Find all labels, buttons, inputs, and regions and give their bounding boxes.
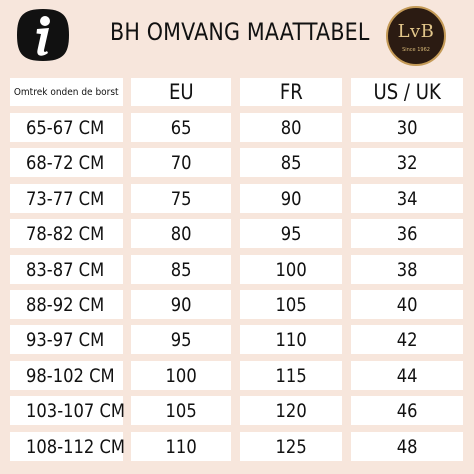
table-cell: 48 — [351, 432, 463, 461]
column-header: Omtrek onden de borst — [10, 78, 123, 106]
table-cell-text: 65 — [170, 116, 192, 139]
table-cell: 100 — [131, 361, 231, 390]
table-cell: 46 — [351, 396, 463, 425]
row-label-cell: 65-67 CM — [10, 113, 123, 142]
table-cell-text: 34 — [396, 187, 418, 210]
table-cell-text: 110 — [275, 328, 307, 351]
table-cell: 36 — [351, 219, 463, 248]
table-cell: 105 — [131, 396, 231, 425]
row-label-cell: 78-82 CM — [10, 219, 123, 248]
table-cell: 125 — [240, 432, 342, 461]
brand-logo: LvB Since 1962 — [386, 6, 446, 66]
table-cell: 34 — [351, 184, 463, 213]
table-cell-text: 44 — [396, 364, 418, 387]
table-cell-text: 100 — [275, 258, 307, 281]
column-header-text: US / UK — [373, 80, 441, 104]
row-label-cell: 98-102 CM — [10, 361, 123, 390]
column-header: EU — [131, 78, 231, 106]
row-label-cell: 73-77 CM — [10, 184, 123, 213]
table-cell: 120 — [240, 396, 342, 425]
table-cell-text: 90 — [280, 187, 302, 210]
table-cell-text: 105 — [165, 399, 197, 422]
table-cell-text: 38 — [396, 258, 418, 281]
table-cell: 85 — [240, 148, 342, 177]
table-cell: 110 — [131, 432, 231, 461]
table-cell-text: 32 — [396, 151, 418, 174]
table-cell: 105 — [240, 290, 342, 319]
table-cell-text: 40 — [396, 293, 418, 316]
table-cell: 95 — [240, 219, 342, 248]
table-cell-text: 48 — [396, 435, 418, 458]
table-cell-text: 115 — [275, 364, 307, 387]
column-header: FR — [240, 78, 342, 106]
table-cell-text: 46 — [396, 399, 418, 422]
table-cell: 30 — [351, 113, 463, 142]
table-cell: 38 — [351, 255, 463, 284]
row-label-cell-text: 88-92 CM — [26, 293, 105, 316]
row-label-cell: 93-97 CM — [10, 325, 123, 354]
table-cell: 90 — [240, 184, 342, 213]
table-cell: 80 — [240, 113, 342, 142]
table-cell-text: 30 — [396, 116, 418, 139]
row-label-cell: 68-72 CM — [10, 148, 123, 177]
table-cell-text: 70 — [170, 151, 192, 174]
row-label-cell-text: 73-77 CM — [26, 187, 105, 210]
table-cell: 110 — [240, 325, 342, 354]
table-cell: 70 — [131, 148, 231, 177]
header: BH OMVANG MAATTABEL LvB Since 1962 — [0, 0, 474, 72]
logo-tagline: Since 1962 — [402, 47, 430, 53]
row-label-cell: 88-92 CM — [10, 290, 123, 319]
row-label-cell: 103-107 CM — [10, 396, 125, 425]
row-label-cell-text: 78-82 CM — [26, 222, 105, 245]
table-cell-text: 85 — [170, 258, 192, 281]
table-cell-text: 42 — [396, 328, 418, 351]
table-cell: 75 — [131, 184, 231, 213]
table-cell-text: 75 — [170, 187, 192, 210]
row-label-cell-text: 103-107 CM — [26, 399, 125, 422]
logo-text: LvB — [397, 21, 435, 42]
table-cell-text: 36 — [396, 222, 418, 245]
table-cell-text: 85 — [280, 151, 302, 174]
row-label-cell: 83-87 CM — [10, 255, 123, 284]
row-label-cell-text: 98-102 CM — [26, 364, 115, 387]
table-cell-text: 110 — [165, 435, 197, 458]
table-cell: 85 — [131, 255, 231, 284]
column-header: US / UK — [351, 78, 463, 106]
table-cell: 80 — [131, 219, 231, 248]
table-cell: 42 — [351, 325, 463, 354]
table-cell: 32 — [351, 148, 463, 177]
table-cell: 44 — [351, 361, 463, 390]
table-cell-text: 80 — [170, 222, 192, 245]
row-label-cell-text: 83-87 CM — [26, 258, 105, 281]
column-header-text: FR — [279, 80, 303, 104]
table-cell-text: 95 — [280, 222, 302, 245]
table-cell: 65 — [131, 113, 231, 142]
table-cell: 115 — [240, 361, 342, 390]
row-label-cell-text: 65-67 CM — [26, 116, 105, 139]
table-cell-text: 100 — [165, 364, 197, 387]
column-header-text: Omtrek onden de borst — [14, 86, 119, 98]
table-cell-text: 95 — [170, 328, 192, 351]
row-label-cell-text: 93-97 CM — [26, 328, 105, 351]
table-cell-text: 105 — [275, 293, 307, 316]
row-label-cell: 108-112 CM — [10, 432, 125, 461]
table-cell-text: 80 — [280, 116, 302, 139]
table-cell-text: 120 — [275, 399, 307, 422]
table-cell-text: 90 — [170, 293, 192, 316]
table-cell-text: 125 — [275, 435, 307, 458]
row-label-cell-text: 108-112 CM — [26, 435, 125, 458]
table-cell: 100 — [240, 255, 342, 284]
page-title: BH OMVANG MAATTABEL — [110, 18, 370, 46]
table-cell: 40 — [351, 290, 463, 319]
column-header-text: EU — [168, 80, 194, 104]
row-label-cell-text: 68-72 CM — [26, 151, 105, 174]
info-icon — [17, 9, 69, 61]
table-cell: 95 — [131, 325, 231, 354]
table-cell: 90 — [131, 290, 231, 319]
